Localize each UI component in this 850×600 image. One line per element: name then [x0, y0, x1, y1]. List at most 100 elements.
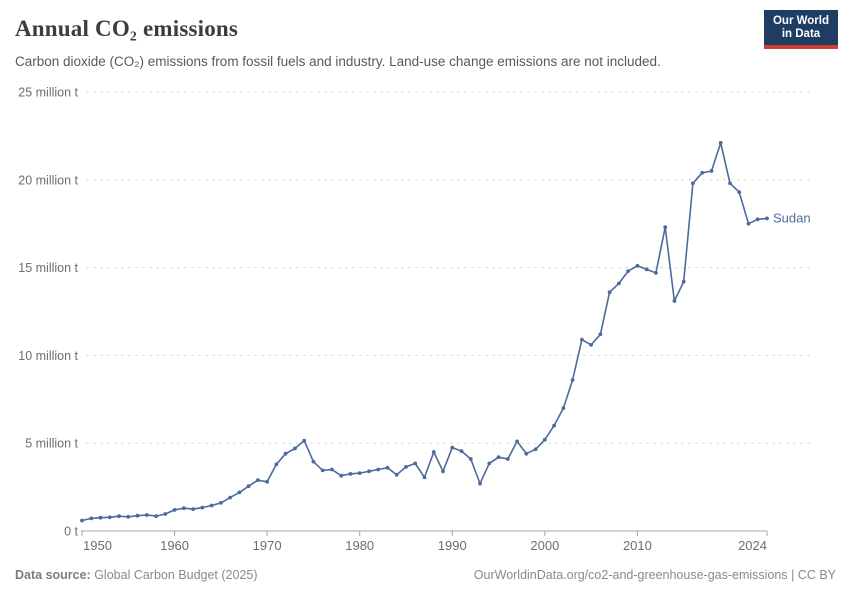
data-point[interactable] — [219, 501, 223, 505]
data-point[interactable] — [191, 507, 196, 511]
series-label[interactable]: Sudan — [773, 210, 811, 225]
data-point[interactable] — [524, 451, 529, 456]
data-point[interactable] — [487, 461, 492, 466]
data-point[interactable] — [376, 467, 381, 472]
y-tick-label: 20 million t — [18, 173, 78, 187]
y-tick-label: 25 million t — [18, 86, 78, 100]
owid-logo[interactable]: Our World in Data — [764, 10, 838, 49]
data-point[interactable] — [431, 450, 436, 454]
data-point[interactable] — [691, 181, 695, 186]
x-tick-label: 1970 — [253, 538, 282, 553]
x-tick-label: 2010 — [623, 538, 652, 553]
data-point[interactable] — [663, 225, 668, 230]
data-point[interactable] — [580, 337, 584, 342]
data-point[interactable] — [293, 446, 297, 451]
data-point[interactable] — [737, 190, 742, 195]
data-point[interactable] — [126, 514, 131, 519]
data-point[interactable] — [598, 332, 603, 337]
data-point[interactable] — [654, 271, 658, 275]
chart-title: Annual CO₂ emissions — [15, 16, 239, 41]
data-point[interactable] — [80, 518, 84, 523]
owid-logo-line1: Our World — [772, 15, 829, 27]
data-point[interactable] — [302, 438, 307, 443]
x-tick-label: 2024 — [738, 538, 767, 553]
x-tick-label: 2000 — [530, 538, 559, 553]
data-point[interactable] — [496, 455, 501, 460]
data-point[interactable] — [709, 169, 714, 173]
data-point[interactable] — [617, 281, 621, 286]
data-point[interactable] — [478, 481, 482, 486]
data-point[interactable] — [256, 478, 260, 482]
data-point[interactable] — [765, 216, 769, 221]
chart-subtitle: Carbon dioxide (CO₂) emissions from foss… — [15, 54, 661, 69]
data-point[interactable] — [552, 423, 556, 428]
data-point[interactable] — [533, 447, 538, 452]
data-point[interactable] — [237, 490, 242, 495]
data-point[interactable] — [89, 516, 94, 521]
data-point[interactable] — [672, 299, 677, 303]
data-point[interactable] — [450, 445, 455, 450]
data-line[interactable] — [81, 142, 768, 522]
x-tick-label: 1950 — [83, 538, 112, 553]
data-source: Data source: Global Carbon Budget (2025) — [15, 568, 258, 582]
data-point[interactable] — [404, 465, 408, 469]
owid-logo-line2: in Data — [781, 28, 821, 40]
data-point[interactable] — [589, 343, 593, 347]
data-point[interactable] — [311, 459, 316, 464]
data-point[interactable] — [413, 461, 418, 466]
data-point[interactable] — [135, 513, 140, 518]
data-point[interactable] — [163, 512, 168, 516]
data-point[interactable] — [339, 473, 344, 478]
data-point[interactable] — [172, 508, 177, 512]
data-point[interactable] — [515, 439, 519, 444]
data-point[interactable] — [394, 472, 399, 477]
data-point[interactable] — [644, 267, 649, 272]
data-point[interactable] — [181, 506, 186, 511]
data-point[interactable] — [154, 514, 159, 518]
y-tick-label: 0 t — [64, 525, 78, 539]
data-point[interactable] — [200, 505, 205, 510]
x-tick-label: 1990 — [438, 538, 467, 553]
data-source-value: Global Carbon Budget (2025) — [90, 568, 258, 582]
data-point[interactable] — [746, 221, 751, 226]
y-tick-label: 5 million t — [25, 437, 78, 451]
data-point[interactable] — [357, 471, 362, 475]
data-point[interactable] — [505, 457, 510, 461]
data-point[interactable] — [320, 468, 325, 473]
data-point[interactable] — [728, 181, 732, 186]
license-url: OurWorldinData.org/co2-and-greenhouse-ga… — [473, 568, 836, 582]
data-point[interactable] — [755, 217, 760, 222]
data-point[interactable] — [348, 472, 353, 476]
data-point[interactable] — [144, 513, 149, 517]
data-point[interactable] — [468, 457, 473, 461]
x-tick-label: 1980 — [345, 538, 374, 553]
data-point[interactable] — [209, 503, 214, 508]
data-source-label: Data source: — [15, 568, 91, 582]
data-point[interactable] — [542, 437, 547, 442]
data-point[interactable] — [246, 484, 251, 489]
data-point[interactable] — [681, 279, 686, 284]
data-point[interactable] — [117, 514, 121, 519]
data-point[interactable] — [228, 495, 233, 500]
data-point[interactable] — [98, 515, 103, 520]
data-point[interactable] — [385, 465, 390, 470]
data-point[interactable] — [441, 469, 445, 474]
data-point[interactable] — [626, 269, 630, 273]
data-point[interactable] — [718, 141, 723, 145]
data-point[interactable] — [422, 475, 427, 480]
data-point[interactable] — [367, 469, 371, 474]
data-point[interactable] — [570, 378, 575, 382]
x-tick-label: 1960 — [160, 538, 189, 553]
data-point[interactable] — [107, 515, 112, 520]
data-point[interactable] — [283, 451, 288, 456]
data-point[interactable] — [635, 263, 640, 268]
y-tick-label: 10 million t — [18, 349, 78, 363]
data-point[interactable] — [459, 449, 464, 453]
data-point[interactable] — [265, 479, 269, 484]
data-point[interactable] — [274, 462, 279, 467]
data-point[interactable] — [330, 467, 334, 472]
data-point[interactable] — [607, 290, 612, 295]
data-point[interactable] — [700, 170, 705, 175]
data-point[interactable] — [561, 406, 566, 410]
